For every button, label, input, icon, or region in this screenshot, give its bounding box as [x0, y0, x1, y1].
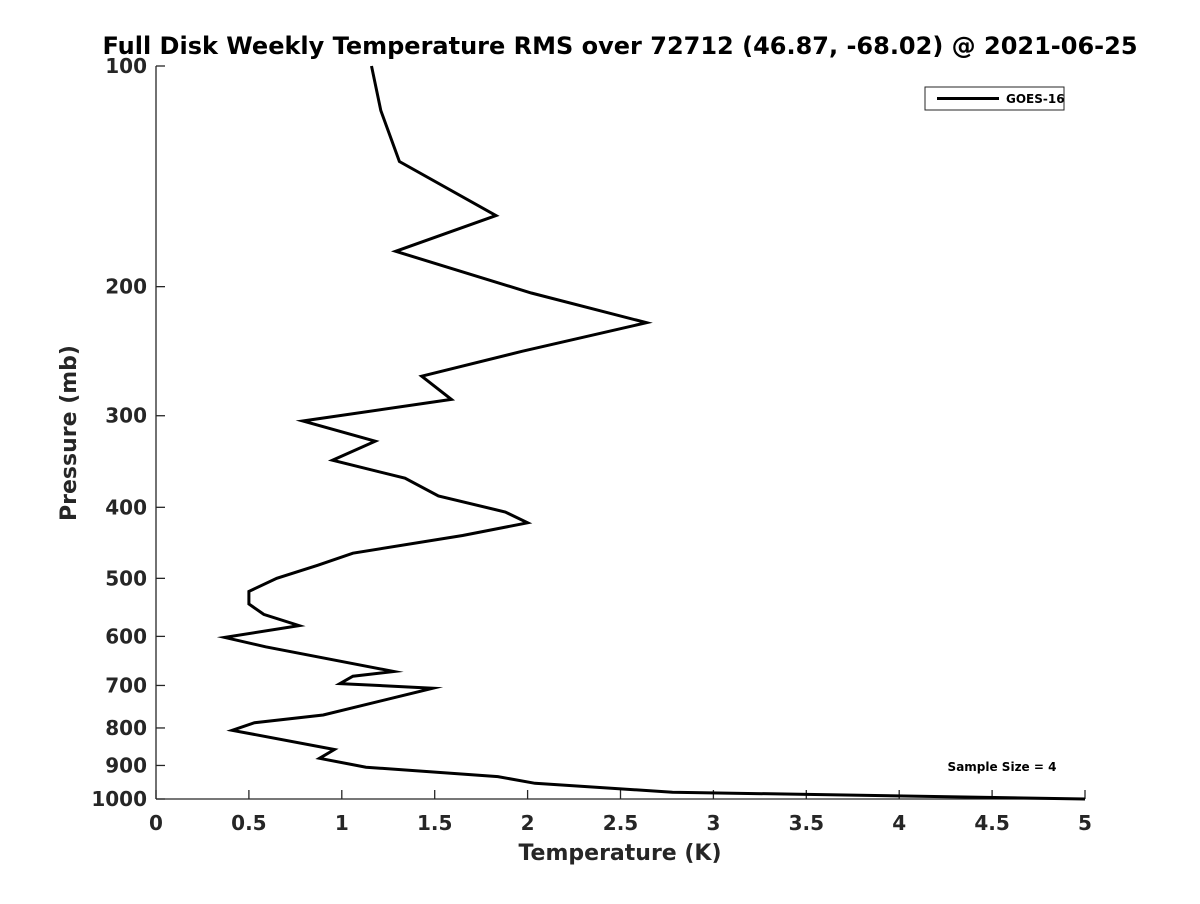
sample-size-annotation: Sample Size = 4: [948, 760, 1057, 774]
y-axis-label: Pressure (mb): [57, 345, 82, 521]
y-tick-label: 200: [105, 275, 147, 299]
x-tick-label: 1: [335, 811, 349, 835]
legend-label-goes-16: GOES-16: [1006, 92, 1065, 106]
x-tick-label: 2: [521, 811, 535, 835]
y-tick-label: 600: [105, 624, 147, 648]
x-axis-label: Temperature (K): [518, 841, 721, 866]
x-tick-label: 4.5: [974, 811, 1009, 835]
x-tick-label: 3: [706, 811, 720, 835]
axes: 0 0.5 1 1.5 2 2.5 3 3.5 4 4.5 5 100 200 300 400 500 600 7…: [91, 54, 1092, 835]
x-tick-label: 5: [1078, 811, 1092, 835]
y-tick-label: 500: [105, 566, 147, 590]
y-tick-label: 1000: [91, 787, 147, 811]
legend: GOES-16: [924, 86, 1065, 111]
y-tick-label: 400: [105, 495, 147, 519]
x-tick-label: 3.5: [789, 811, 824, 835]
series-layer: [216, 65, 1086, 801]
y-tick-label: 700: [105, 673, 147, 697]
chart-title: Full Disk Weekly Temperature RMS over 72…: [102, 32, 1137, 60]
plot-area-background: [156, 66, 1085, 799]
y-tick-label: 900: [105, 753, 147, 777]
series-line-goes-16: [216, 65, 1086, 801]
x-tick-label: 0: [149, 811, 163, 835]
x-tick-label: 1.5: [417, 811, 452, 835]
y-tick-label: 300: [105, 404, 147, 428]
x-tick-label: 4: [892, 811, 906, 835]
x-tick-label: 0.5: [231, 811, 266, 835]
y-tick-label: 800: [105, 716, 147, 740]
x-tick-label: 2.5: [603, 811, 638, 835]
y-tick-label: 100: [105, 54, 147, 78]
